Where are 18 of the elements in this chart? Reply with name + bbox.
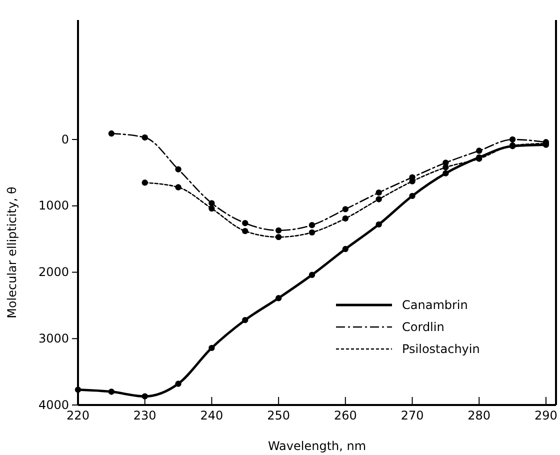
- y-tick-label: 1000: [38, 198, 69, 213]
- legend-label: Canambrin: [402, 298, 468, 312]
- y-tick-label: 2000: [38, 265, 69, 280]
- x-tick-label: 290: [534, 408, 558, 423]
- legend-label: Psilostachyin: [402, 342, 480, 356]
- x-axis-title: Wavelength, nm: [268, 439, 366, 453]
- x-tick-label: 250: [267, 408, 290, 423]
- y-axis-title: Molecular ellipticity, θ: [5, 186, 19, 318]
- x-tick-label: 270: [400, 408, 424, 423]
- x-tick-label: 230: [133, 408, 156, 423]
- x-tick-label: 220: [66, 408, 90, 423]
- x-tick-label: 240: [200, 408, 224, 423]
- legend-label: Cordlin: [402, 320, 444, 334]
- x-tick-label: 280: [468, 408, 491, 423]
- y-tick-label: 0: [61, 132, 69, 146]
- x-tick-label: 260: [334, 408, 357, 423]
- y-tick-label: 4000: [38, 398, 69, 412]
- y-tick-label: 3000: [38, 331, 69, 346]
